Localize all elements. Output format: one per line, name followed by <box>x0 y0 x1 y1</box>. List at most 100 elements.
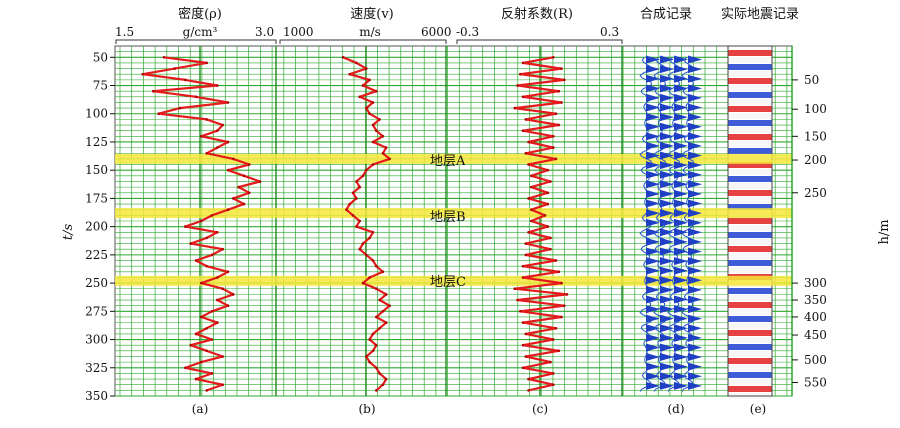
synthetic-lobe <box>688 228 702 237</box>
synthetic-lobe <box>646 285 660 294</box>
synthetic-lobe <box>688 218 702 227</box>
series-point <box>524 242 528 245</box>
series-point <box>378 118 381 121</box>
seismic-stripe <box>728 127 772 133</box>
synthetic-lobe <box>646 343 660 352</box>
synthetic-lobe <box>688 247 702 256</box>
velocity-title: 速度(v) <box>350 6 394 22</box>
series-point <box>375 129 378 132</box>
synthetic-lobe <box>674 266 688 275</box>
series-point <box>563 78 566 82</box>
series-point <box>546 191 550 195</box>
series-point <box>226 168 230 172</box>
series-point <box>221 287 224 291</box>
synthetic-lobe <box>688 199 702 208</box>
series-point <box>375 89 378 93</box>
synthetic-lobe <box>688 305 702 314</box>
synthetic-lobe <box>660 93 674 102</box>
synthetic-lobe <box>674 247 688 256</box>
series-point <box>371 140 375 144</box>
right-tick-label: 350 <box>804 293 827 307</box>
synthetic-lobe <box>660 362 674 371</box>
synthetic-lobe <box>688 362 702 371</box>
series-point <box>388 157 391 161</box>
synthetic-lobe <box>660 170 674 179</box>
density-unit: g/cm³ <box>183 25 218 39</box>
panel-label-a: (a) <box>192 402 209 416</box>
series-point <box>226 140 230 144</box>
series-point <box>371 101 375 104</box>
seismic-frame <box>727 45 773 397</box>
left-tick-label: 325 <box>85 361 108 375</box>
synthetic-lobe <box>674 372 688 381</box>
synthetic-lobe <box>646 295 660 304</box>
synthetic-lobe <box>660 228 674 237</box>
series-point <box>524 152 528 155</box>
reflect-title: 反射系数(R) <box>501 6 573 22</box>
synthetic-lobe <box>674 295 688 304</box>
series-point <box>189 343 192 347</box>
synthetic-lobe <box>674 305 688 314</box>
series-point <box>365 168 368 172</box>
synthetic-lobe <box>674 285 688 294</box>
synthetic-lobe <box>660 65 674 74</box>
series-point <box>549 236 552 240</box>
synthetic-lobe <box>688 65 702 74</box>
synthetic-lobe <box>660 189 674 198</box>
synthetic-lobe <box>646 381 660 390</box>
synthetic-lobe <box>646 141 660 150</box>
synthetic-lobe <box>660 353 674 362</box>
series-point <box>521 264 525 268</box>
series-point <box>521 321 525 324</box>
synthetic-lobe <box>646 362 660 371</box>
seismic-stripe <box>728 379 772 385</box>
series-point <box>205 327 208 330</box>
synthetic-lobe <box>674 74 688 83</box>
right-axis-label: h/m <box>877 219 892 244</box>
series-point <box>530 219 533 223</box>
series-point <box>210 372 214 375</box>
synthetic-lobe <box>688 209 702 218</box>
series-point <box>205 389 208 392</box>
series-point <box>248 163 251 166</box>
synthetic-lobe <box>674 381 688 390</box>
synthetic-lobe <box>688 132 702 141</box>
synthetic-lobe <box>660 257 674 266</box>
synthetic-lobe <box>674 113 688 122</box>
series-point <box>216 298 219 302</box>
synthetic-lobe <box>674 189 688 198</box>
layer-band <box>115 153 792 164</box>
layer-label-c: 地层C <box>430 275 466 290</box>
left-tick-label: 250 <box>85 276 108 290</box>
seismic-stripe <box>728 106 772 112</box>
synthetic-lobe <box>688 151 702 160</box>
series-point <box>200 281 203 285</box>
series-point <box>361 174 365 178</box>
series-point <box>375 343 378 347</box>
series-point <box>554 327 558 330</box>
seismic-stripe <box>728 99 772 105</box>
series-point <box>189 242 192 245</box>
synthetic-lobe <box>646 161 660 170</box>
synthetic-lobe <box>674 257 688 266</box>
synthetic-lobe <box>688 276 702 285</box>
synthetic-lobe <box>660 285 674 294</box>
synthetic-lobe <box>660 113 674 122</box>
seismic-stripe <box>728 225 772 231</box>
series-point <box>221 247 224 251</box>
series-point <box>200 315 203 319</box>
seismic-stripe <box>728 78 772 84</box>
series-point <box>560 101 563 104</box>
series-point <box>351 214 355 217</box>
synthetic-lobe <box>688 84 702 93</box>
synthetic-lobe <box>674 333 688 342</box>
series-point <box>157 112 160 115</box>
right-tick-label: 400 <box>804 310 827 324</box>
series-point <box>378 298 381 302</box>
synthetic-lobe <box>646 276 660 285</box>
series-point <box>527 389 530 392</box>
series-point <box>232 157 235 161</box>
seismic-stripe <box>728 316 772 322</box>
left-tick-label: 225 <box>85 248 108 262</box>
synthetic-lobe <box>660 247 674 256</box>
